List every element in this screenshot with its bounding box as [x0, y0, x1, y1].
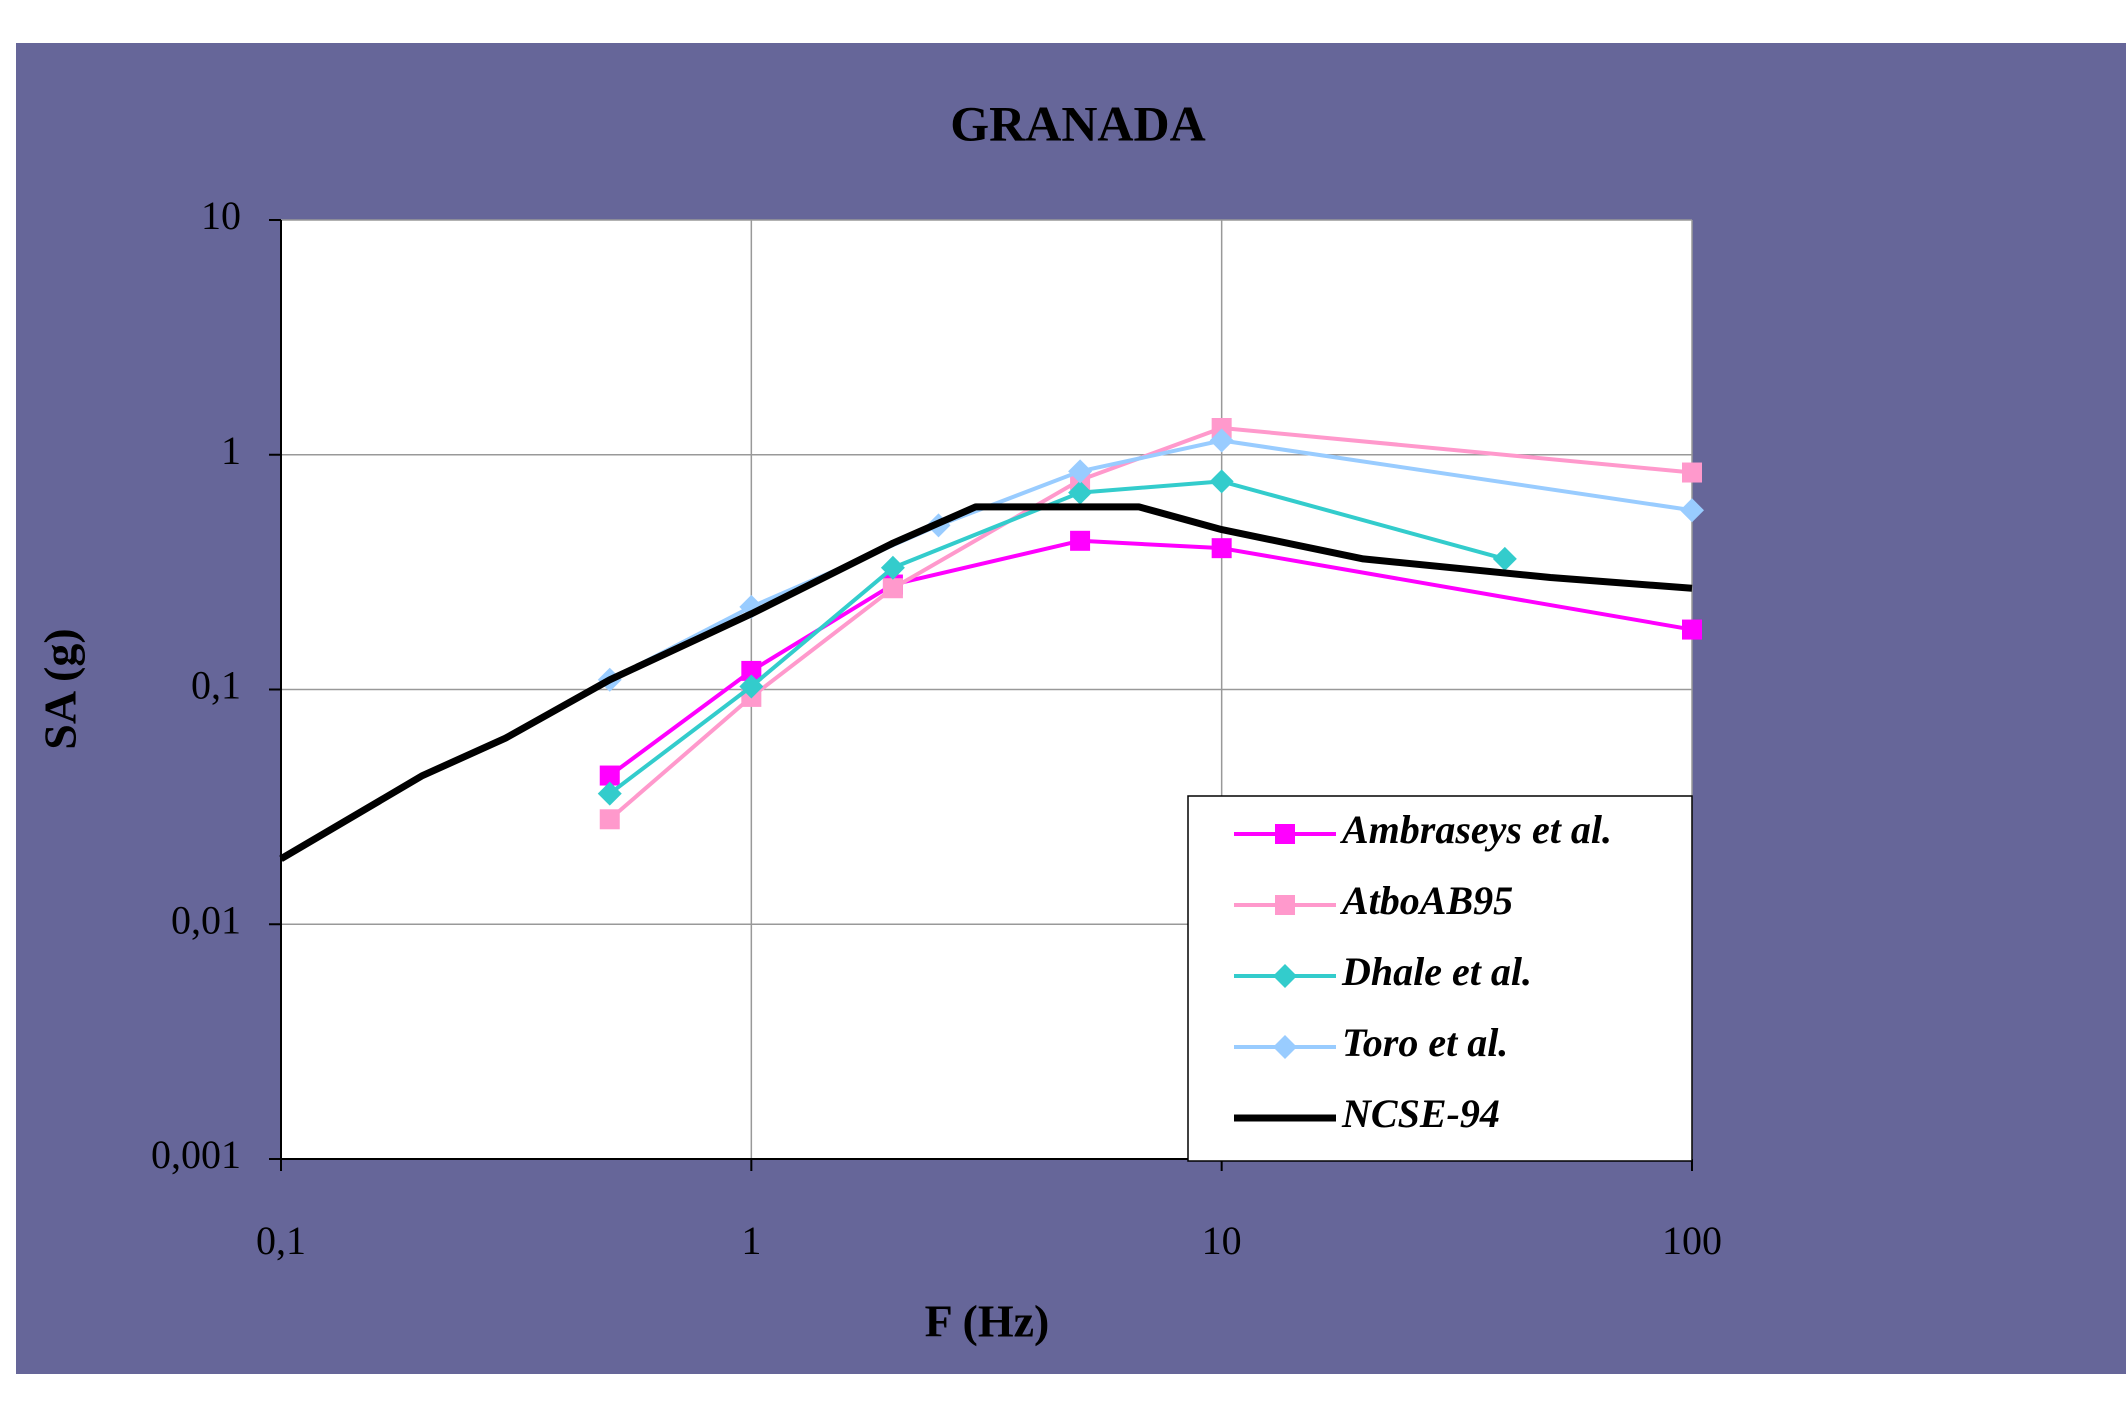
- legend-label: Dhale et al.: [1341, 949, 1532, 994]
- legend-label: Ambraseys et al.: [1339, 807, 1612, 852]
- legend-marker: [1273, 964, 1297, 988]
- y-axis-label: SA (g): [35, 628, 86, 749]
- y-tick-label: 0,01: [171, 897, 241, 942]
- series-line: [608, 438, 1693, 682]
- series-line: [608, 426, 1693, 821]
- legend-marker: [1273, 1035, 1297, 1059]
- y-tick-label: 10: [201, 193, 241, 238]
- x-axis-label: F (Hz): [925, 1296, 1050, 1347]
- marker: [599, 809, 620, 830]
- series-line: [608, 538, 1693, 778]
- marker: [1068, 480, 1093, 505]
- y-tick-label: 0,1: [191, 663, 241, 708]
- marker: [1068, 459, 1093, 484]
- marker: [1209, 428, 1234, 453]
- x-tick-label: 1: [741, 1218, 761, 1263]
- marker: [1492, 546, 1517, 571]
- marker: [1211, 418, 1232, 439]
- legend-label: AtboAB95: [1339, 878, 1513, 923]
- marker: [1682, 462, 1702, 483]
- marker: [599, 765, 620, 786]
- series-line: [279, 503, 1693, 862]
- x-tick-label: 10: [1202, 1218, 1242, 1263]
- marker: [880, 555, 905, 580]
- legend-marker: [1275, 895, 1295, 915]
- series-line: [608, 479, 1506, 796]
- y-tick-label: 0,001: [151, 1132, 241, 1177]
- marker: [1070, 530, 1091, 551]
- legend-box: [1187, 795, 1693, 1162]
- y-tick-label: 1: [221, 428, 241, 473]
- marker: [882, 578, 903, 599]
- legend-marker: [1275, 824, 1295, 844]
- chart-title: GRANADA: [950, 95, 1206, 151]
- marker: [1682, 619, 1702, 640]
- legend-label: NCSE-94: [1341, 1091, 1500, 1136]
- marker: [739, 674, 764, 699]
- marker: [1211, 538, 1232, 559]
- marker: [741, 660, 762, 681]
- marker: [597, 781, 622, 806]
- x-tick-label: 0,1: [256, 1218, 306, 1263]
- legend-label: Toro et al.: [1342, 1020, 1508, 1065]
- marker: [1209, 469, 1234, 494]
- x-tick-label: 100: [1662, 1218, 1722, 1263]
- marker: [1680, 498, 1704, 523]
